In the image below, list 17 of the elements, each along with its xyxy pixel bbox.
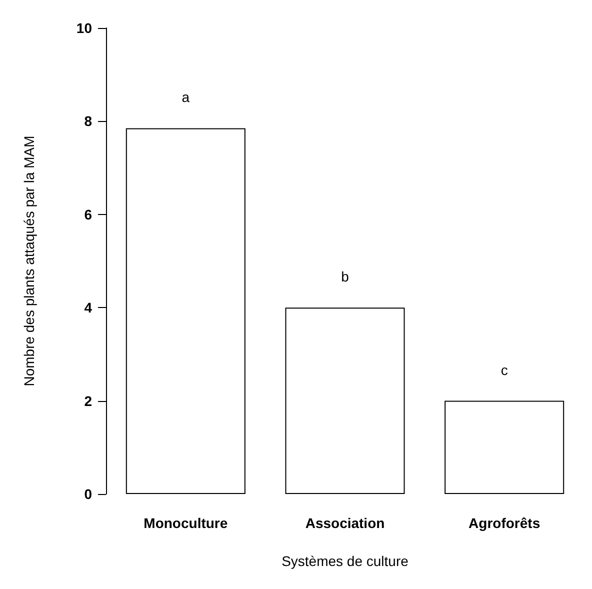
annotation: c: [500, 362, 508, 378]
y-axis-title: Nombre des plants attaqués par la MAM: [21, 136, 37, 386]
x-tick-label: Association: [305, 515, 385, 531]
y-tick-label: 8: [84, 113, 92, 130]
y-tick-label: 4: [84, 300, 92, 316]
annotation: b: [341, 268, 350, 285]
y-tick-label: 6: [84, 206, 92, 222]
annotation: a: [182, 89, 190, 106]
y-tick-label: 0: [84, 486, 92, 502]
bar: [285, 308, 405, 494]
x-axis-title: Systèmes de culture: [282, 553, 409, 569]
x-tick-label: Monoculture: [144, 515, 228, 531]
bar: [444, 400, 564, 494]
bar: [126, 128, 246, 494]
y-tick-label: 2: [84, 392, 92, 409]
y-tick-label: 10: [76, 20, 92, 36]
x-tick-label: Agroforêts: [468, 515, 540, 531]
